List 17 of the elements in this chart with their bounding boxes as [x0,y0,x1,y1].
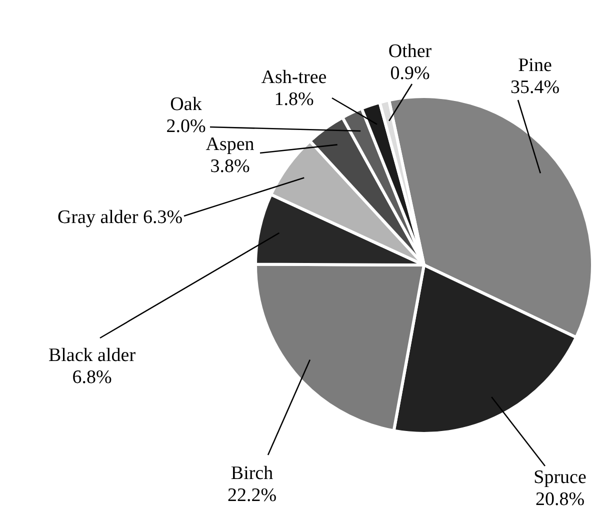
data-label: 3.8% [210,156,250,177]
data-label: 0.9% [390,62,430,84]
slice-label: Ash-tree [261,66,327,88]
data-label: 22.2% [227,484,277,506]
data-label: 6.8% [72,366,112,388]
slice-label: Aspen [206,134,255,155]
slice-label: Pine [518,54,552,76]
slice-label: Gray alder 6.3% [57,206,183,228]
data-label: 35.4% [510,76,560,98]
data-label: 20.8% [535,488,585,510]
slice-label: Oak [170,94,202,115]
slice-label: Birch [230,462,274,484]
slice-label: Other [388,40,432,62]
data-label: 2.0% [166,116,206,137]
data-label: 1.8% [274,88,314,110]
slice-label: Black alder [48,344,136,366]
slice-label: Spruce [534,466,586,488]
